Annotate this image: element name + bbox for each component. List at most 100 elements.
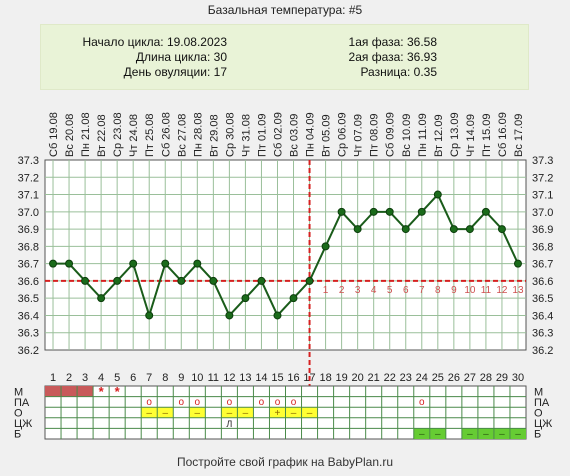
y-tick-label-right: 36.8 bbox=[532, 241, 553, 253]
y-tick-label-right: 36.5 bbox=[532, 293, 553, 305]
o-cell bbox=[141, 407, 158, 418]
o-mark: – bbox=[307, 408, 313, 419]
phase2-day-number: 6 bbox=[403, 285, 409, 296]
pa-circle-mark: o bbox=[195, 397, 201, 408]
difference-label: Разница: bbox=[360, 65, 411, 79]
cz-mark: Л bbox=[226, 419, 232, 429]
phase2-label: 2ая фаза: bbox=[348, 50, 404, 64]
y-tick-label-right: 37.0 bbox=[532, 207, 553, 219]
date-label: Вс 03.09 bbox=[289, 114, 301, 157]
date-label: Чт 24.08 bbox=[128, 114, 140, 157]
o-mark: – bbox=[243, 408, 249, 419]
temperature-point bbox=[449, 225, 458, 234]
temperature-point bbox=[81, 276, 90, 285]
table-row-label-left: М bbox=[14, 386, 23, 398]
day-number: 14 bbox=[255, 372, 267, 384]
y-tick-label-left: 37.0 bbox=[18, 207, 39, 219]
temperature-point bbox=[369, 207, 378, 216]
menses-cell bbox=[45, 386, 62, 397]
date-label: Пн 04.09 bbox=[305, 112, 317, 157]
date-label: Пн 28.08 bbox=[192, 112, 204, 157]
phase2-day-number: 5 bbox=[387, 285, 393, 296]
temperature-point bbox=[417, 207, 426, 216]
date-label: Вт 05.09 bbox=[321, 114, 333, 157]
table-row-label-left: ПА bbox=[14, 397, 30, 409]
ovulation-day-label: День овуляции: bbox=[123, 65, 211, 79]
phase2-day-number: 12 bbox=[496, 285, 508, 296]
phase2-day-number: 11 bbox=[481, 285, 492, 296]
table-row-label-right: Б bbox=[534, 429, 541, 441]
date-label: Ср 13.09 bbox=[449, 112, 461, 157]
date-label: Пн 11.09 bbox=[417, 113, 429, 157]
y-tick-label-right: 37.3 bbox=[532, 155, 553, 167]
y-tick-label-left: 37.3 bbox=[18, 155, 39, 167]
pa-circle-mark: o bbox=[419, 397, 425, 408]
b-cell bbox=[429, 428, 446, 439]
date-label: Вт 29.08 bbox=[208, 114, 220, 157]
phase1-value: 36.58 bbox=[406, 35, 437, 49]
y-tick-label-left: 36.6 bbox=[18, 276, 39, 288]
temperature-point bbox=[209, 276, 218, 285]
pa-circle-mark: o bbox=[259, 397, 265, 408]
y-tick-label-right: 36.4 bbox=[532, 310, 553, 322]
day-number: 19 bbox=[335, 372, 347, 384]
day-number: 29 bbox=[496, 372, 508, 384]
date-label: Пт 01.09 bbox=[256, 113, 268, 157]
date-label: Пт 08.09 bbox=[369, 113, 381, 157]
phase2-day-number: 9 bbox=[451, 285, 457, 296]
temperature-point bbox=[497, 225, 506, 234]
day-number: 7 bbox=[146, 372, 152, 384]
day-number: 12 bbox=[223, 372, 235, 384]
temperature-point bbox=[257, 276, 266, 285]
b-cell bbox=[461, 428, 478, 439]
y-tick-label-right: 36.9 bbox=[532, 224, 553, 236]
date-label: Ср 23.08 bbox=[112, 112, 124, 157]
y-tick-label-left: 37.1 bbox=[18, 190, 39, 202]
temperature-point bbox=[49, 259, 58, 268]
temperature-point bbox=[161, 259, 170, 268]
day-number: 16 bbox=[287, 372, 299, 384]
b-mark: – bbox=[515, 429, 521, 440]
y-tick-label-left: 37.2 bbox=[18, 172, 39, 184]
temperature-point bbox=[289, 294, 298, 303]
difference-value: 0.35 bbox=[413, 65, 437, 79]
b-mark: – bbox=[483, 429, 489, 440]
b-mark: – bbox=[435, 429, 441, 440]
pa-circle-mark: o bbox=[291, 397, 297, 408]
date-label: Ср 30.08 bbox=[224, 112, 236, 157]
day-number: 20 bbox=[352, 372, 364, 384]
o-cell bbox=[189, 407, 206, 418]
cycle-info-panel: Начало цикла: 19.08.2023 Длина цикла: 30… bbox=[40, 24, 529, 90]
pa-circle-mark: o bbox=[227, 397, 233, 408]
y-tick-label-left: 36.4 bbox=[18, 310, 39, 322]
o-mark: + bbox=[275, 408, 281, 419]
temperature-point bbox=[433, 190, 442, 199]
temperature-point bbox=[273, 311, 282, 320]
y-tick-label-left: 36.5 bbox=[18, 293, 39, 305]
o-mark: – bbox=[146, 408, 152, 419]
phase2-day-number: 3 bbox=[355, 285, 361, 296]
temperature-point bbox=[65, 259, 74, 268]
b-mark: – bbox=[467, 429, 473, 440]
temperature-point bbox=[193, 259, 202, 268]
day-number: 22 bbox=[384, 372, 396, 384]
day-number: 2 bbox=[66, 372, 72, 384]
temperature-point bbox=[305, 276, 314, 285]
day-number: 28 bbox=[480, 372, 492, 384]
date-label: Вс 17.09 bbox=[513, 114, 525, 157]
date-label: Вс 10.09 bbox=[401, 114, 413, 157]
o-mark: – bbox=[291, 408, 297, 419]
phase2-day-number: 2 bbox=[339, 285, 345, 296]
day-number: 9 bbox=[178, 372, 184, 384]
phase2-day-number: 10 bbox=[464, 285, 476, 296]
day-number: 26 bbox=[448, 372, 460, 384]
temperature-point bbox=[113, 276, 122, 285]
date-label: Сб 02.09 bbox=[272, 112, 284, 157]
date-label: Чт 31.08 bbox=[240, 114, 252, 157]
o-mark: – bbox=[162, 408, 168, 419]
phase2-day-number: 4 bbox=[371, 285, 377, 296]
date-label: Вс 20.08 bbox=[64, 114, 76, 157]
star-mark: * bbox=[115, 384, 121, 399]
table-row-label-right: О bbox=[534, 408, 543, 420]
